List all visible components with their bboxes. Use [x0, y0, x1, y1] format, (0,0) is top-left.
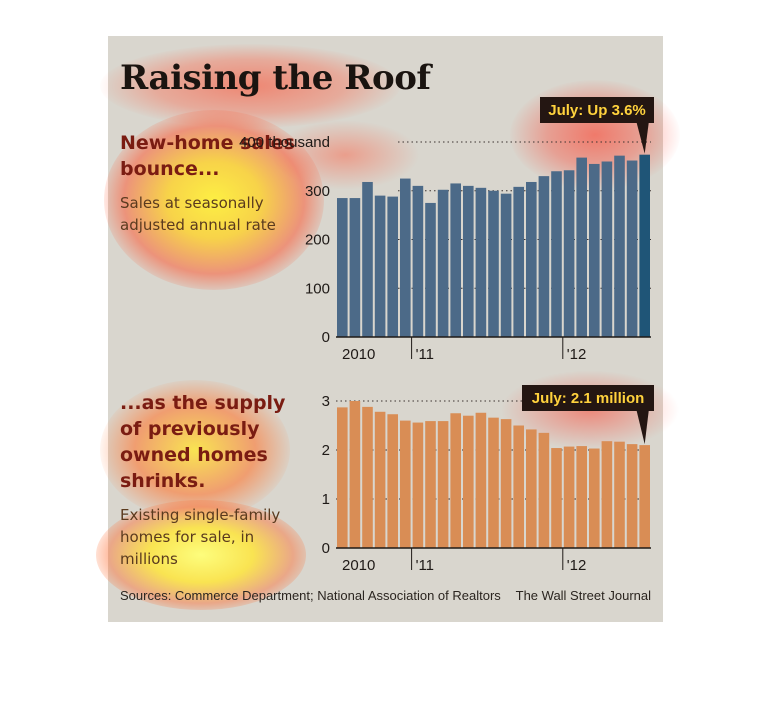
y-tick-label: 3 — [322, 393, 330, 410]
bar — [589, 448, 600, 548]
callout-box — [522, 385, 654, 411]
bar — [412, 422, 424, 548]
bar — [463, 185, 474, 337]
y-tick-label: 200 — [305, 232, 330, 249]
bar — [387, 414, 398, 548]
bar — [374, 411, 386, 548]
bar — [526, 429, 537, 548]
bar — [425, 421, 436, 548]
sources-footnote: Sources: Commerce Department; National A… — [120, 588, 501, 603]
callout-label: July: 2.1 million — [532, 390, 645, 407]
bar — [538, 432, 550, 548]
x-tick-label: '12 — [567, 557, 587, 574]
y-tick-label: 0 — [322, 540, 330, 557]
bar — [639, 154, 650, 337]
publisher-credit: The Wall Street Journal — [515, 588, 651, 603]
bar — [349, 401, 361, 548]
bar — [475, 412, 487, 548]
y-tick-label: 400 thousand — [239, 134, 330, 151]
bar — [337, 198, 348, 337]
bar — [362, 181, 373, 337]
bar — [526, 181, 537, 337]
y-tick-label: 2 — [322, 442, 330, 459]
bar — [589, 163, 600, 337]
bar — [463, 415, 474, 548]
bar — [551, 448, 562, 548]
bar — [614, 441, 625, 548]
bar — [639, 445, 650, 548]
bar — [563, 446, 575, 548]
section2-description: Existing single-family homes for sale, i… — [120, 506, 281, 568]
bar — [488, 190, 499, 337]
y-tick-label: 0 — [322, 329, 330, 346]
bar — [513, 425, 524, 548]
bar — [614, 155, 625, 337]
callout-box — [540, 97, 654, 123]
bar — [450, 183, 461, 337]
bar — [626, 160, 638, 337]
bar — [513, 186, 524, 337]
callout-pointer — [636, 411, 649, 445]
bar — [337, 407, 348, 548]
bar — [374, 195, 386, 337]
callout: July: 2.1 million — [522, 385, 654, 445]
bar — [437, 189, 449, 337]
bar — [576, 157, 587, 337]
section1-description: Sales at seasonally adjusted annual rate — [120, 194, 276, 234]
bar — [500, 193, 512, 337]
bar — [500, 419, 512, 548]
bar — [563, 170, 575, 337]
callout-pointer — [636, 123, 649, 154]
x-tick-label: 2010 — [342, 557, 375, 574]
x-tick-label: 2010 — [342, 346, 375, 363]
bar — [437, 421, 449, 548]
bar — [450, 413, 461, 548]
bar — [601, 161, 613, 337]
section2-headline: ...as the supply of previously owned hom… — [120, 392, 286, 492]
x-tick-label: '12 — [567, 346, 587, 363]
bar — [488, 417, 499, 548]
callout-label: July: Up 3.6% — [548, 102, 646, 119]
x-tick-label: '11 — [416, 346, 434, 363]
bar — [601, 441, 613, 548]
bar — [387, 196, 398, 337]
y-tick-label: 100 — [305, 280, 330, 297]
section1-headline: New-home sales bounce... — [120, 132, 295, 180]
bar — [626, 444, 638, 548]
bar — [412, 185, 424, 337]
y-tick-label: 1 — [322, 491, 330, 508]
bar — [576, 446, 587, 548]
bar — [400, 178, 411, 337]
callout: July: Up 3.6% — [540, 97, 654, 154]
bar — [475, 187, 487, 337]
bar — [362, 406, 373, 548]
chart-title: Raising the Roof — [120, 58, 431, 98]
y-tick-label: 300 — [305, 183, 330, 200]
bar — [400, 420, 411, 548]
bar — [349, 198, 361, 337]
bar — [425, 202, 436, 337]
bar — [538, 176, 550, 337]
x-tick-label: '11 — [416, 557, 434, 574]
bar — [551, 171, 562, 337]
